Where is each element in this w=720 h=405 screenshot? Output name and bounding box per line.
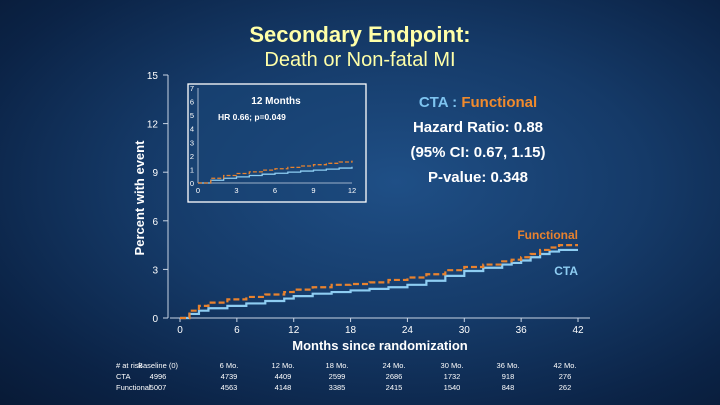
series-line-functional: [180, 244, 578, 320]
x-tick-label: 0: [177, 325, 183, 336]
inset-y-tick-label: 7: [190, 84, 194, 93]
risk-table-cell: 4409: [274, 372, 292, 381]
risk-table-cell: 3385: [328, 383, 346, 392]
stats-header: CTA : Functional: [388, 90, 568, 115]
risk-table-header: # at risk: [116, 361, 143, 370]
inset-x-tick-label: 0: [196, 186, 200, 195]
risk-table-cell: 4739: [220, 372, 238, 381]
y-tick-label: 3: [152, 265, 158, 276]
risk-table-header: Baseline (0): [137, 361, 179, 370]
slide-title: Secondary Endpoint:: [249, 22, 471, 47]
legend-cta: CTA: [554, 264, 578, 278]
stats-separator: :: [452, 94, 458, 111]
risk-table-header: 12 Mo.: [271, 361, 295, 370]
risk-table-row-label: Functional: [116, 383, 151, 392]
risk-table-cell: 276: [558, 372, 572, 381]
y-tick-label: 15: [147, 71, 159, 82]
risk-table-header: 42 Mo.: [553, 361, 577, 370]
risk-table-cell: 4996: [149, 372, 167, 381]
x-tick-label: 12: [288, 325, 300, 336]
inset-title: 12 Months: [251, 96, 301, 107]
x-tick-label: 36: [516, 325, 528, 336]
confidence-interval: (95% CI: 0.67, 1.15): [410, 144, 546, 161]
risk-table-header: 6 Mo.: [219, 361, 239, 370]
x-tick-label: 18: [345, 325, 357, 336]
risk-table-header: 30 Mo.: [440, 361, 464, 370]
inset-y-tick-label: 0: [190, 179, 194, 188]
inset-x-tick-label: 9: [311, 186, 315, 195]
risk-table-cell: 2415: [385, 383, 403, 392]
inset-series-line-functional: [198, 160, 353, 184]
inset-x-tick-label: 12: [348, 186, 356, 195]
hazard-ratio: Hazard Ratio: 0.88: [412, 119, 544, 136]
main-lines: [180, 244, 578, 320]
risk-table-header: 36 Mo.: [496, 361, 520, 370]
risk-table-cell: 1732: [443, 372, 461, 381]
risk-table-header: 18 Mo.: [325, 361, 349, 370]
risk-table-cell: 2686: [385, 372, 403, 381]
inset-y-tick-label: 5: [190, 111, 194, 120]
x-tick-label: 42: [572, 325, 584, 336]
x-tick-label: 6: [234, 325, 240, 336]
inset-frame: [187, 83, 367, 203]
risk-table-row-label: CTA: [116, 372, 131, 381]
risk-table-cell: 4148: [274, 383, 292, 392]
stats-label-functional: Functional: [461, 94, 538, 111]
risk-table-cell: 4563: [220, 383, 238, 392]
inset-x-tick-label: 6: [273, 186, 277, 195]
risk-table-cell: 848: [501, 383, 515, 392]
inset-annotation: HR 0.66; p=0.049: [218, 112, 286, 122]
x-tick-label: 24: [402, 325, 414, 336]
risk-table-cell: 2599: [328, 372, 346, 381]
inset-y-tick-label: 3: [190, 138, 194, 147]
y-tick-label: 9: [152, 168, 158, 179]
risk-table-cell: 262: [558, 383, 572, 392]
slide-subtitle: Death or Non-fatal MI: [264, 49, 456, 71]
inset-y-tick-label: 4: [190, 125, 194, 134]
inset-y-tick-label: 2: [190, 152, 194, 161]
y-tick-label: 6: [152, 217, 158, 228]
y-tick-label: 0: [152, 314, 158, 325]
y-axis-label: Percent with event: [132, 140, 147, 256]
y-tick-label: 12: [147, 120, 159, 131]
stats-label-cta: CTA: [418, 94, 448, 111]
legend-functional: Functional: [517, 228, 578, 242]
p-value: P-value: 0.348: [427, 169, 529, 186]
risk-table-cell: 918: [501, 372, 515, 381]
inset-y-tick-label: 6: [190, 98, 194, 107]
risk-table-cell: 5007: [149, 383, 167, 392]
inset-x-tick-label: 3: [234, 186, 238, 195]
risk-table-cell: 1540: [443, 383, 461, 392]
risk-table-header: 24 Mo.: [382, 361, 406, 370]
series-line-cta: [180, 248, 578, 320]
x-axis-label: Months since randomization: [292, 338, 468, 353]
inset-y-tick-label: 1: [190, 165, 194, 174]
stats-box: CTA : Functional Hazard Ratio: 0.88 (95%…: [388, 90, 568, 190]
x-tick-label: 30: [459, 325, 471, 336]
